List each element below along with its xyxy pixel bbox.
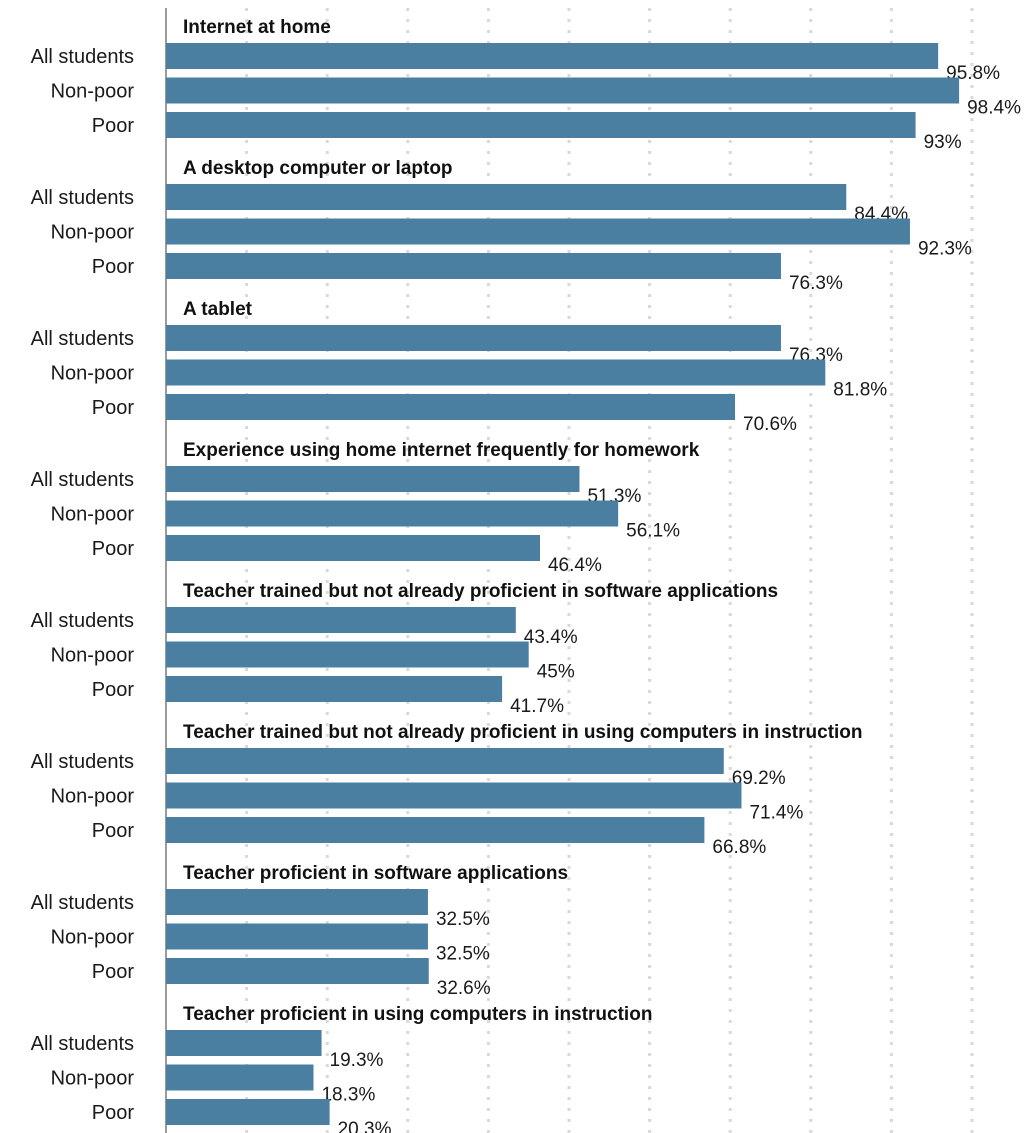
group-title: Internet at home — [183, 17, 331, 38]
value-label: 20.3% — [338, 1119, 392, 1133]
value-label: 18.3% — [321, 1085, 375, 1106]
value-label: 76.3% — [789, 273, 843, 294]
row-label: All students — [31, 892, 134, 914]
row-label: All students — [31, 469, 134, 491]
bar — [166, 218, 910, 245]
bar — [166, 923, 428, 950]
bar — [166, 535, 540, 561]
group-title: A tablet — [183, 299, 253, 320]
row-label: Poor — [92, 397, 135, 419]
value-label: 32.6% — [437, 978, 491, 999]
bar — [166, 782, 742, 809]
row-label: All students — [31, 187, 134, 209]
bar-group: Internet at home All students 95.8% Non-poo… — [31, 17, 1021, 153]
row-label: Non-poor — [51, 504, 135, 526]
bar — [166, 500, 619, 527]
row-label: Poor — [92, 961, 135, 983]
bar — [166, 641, 529, 668]
bar-groups: Internet at home All students 95.8% Non-poo… — [31, 17, 1021, 1133]
bar — [166, 253, 781, 279]
bar — [166, 43, 939, 69]
group-title: A desktop computer or laptop — [183, 158, 453, 179]
bar-group: Teacher proficient in using computers in… — [31, 1004, 653, 1133]
value-label: 32.5% — [436, 909, 490, 930]
value-label: 56.1% — [626, 521, 680, 542]
row-label: All students — [31, 328, 134, 350]
value-label: 69.2% — [732, 768, 786, 789]
row-label: Poor — [92, 256, 135, 278]
group-title: Experience using home internet frequentl… — [183, 440, 700, 461]
row-label: Non-poor — [51, 786, 135, 808]
bar — [166, 958, 429, 984]
bar — [166, 325, 781, 351]
group-title: Teacher proficient in using computers in… — [183, 1004, 652, 1025]
value-label: 45% — [537, 662, 575, 683]
bar — [166, 607, 516, 633]
bar-group: A desktop computer or laptop All students… — [31, 158, 972, 294]
row-label: Non-poor — [51, 1068, 135, 1090]
value-label: 41.7% — [510, 696, 564, 717]
bar — [166, 112, 916, 138]
value-label: 81.8% — [833, 380, 887, 401]
row-label: Non-poor — [51, 645, 135, 667]
row-label: Non-poor — [51, 363, 135, 385]
bar — [166, 889, 428, 915]
value-label: 92.3% — [918, 239, 972, 260]
bar — [166, 1064, 314, 1091]
row-label: All students — [31, 751, 134, 773]
value-label: 71.4% — [749, 803, 803, 824]
value-label: 32.5% — [436, 944, 490, 965]
bar — [166, 676, 503, 702]
row-label: Non-poor — [51, 222, 135, 244]
row-label: Non-poor — [51, 81, 135, 103]
value-label: 95.8% — [946, 63, 1000, 84]
row-label: All students — [31, 1033, 134, 1055]
bar — [166, 466, 580, 492]
bar — [166, 394, 736, 420]
bar — [166, 184, 847, 210]
group-title: Teacher proficient in software applicati… — [183, 863, 568, 884]
group-title: Teacher trained but not already proficie… — [183, 722, 863, 743]
bar — [166, 1030, 322, 1056]
row-label: Poor — [92, 115, 135, 137]
row-label: Poor — [92, 820, 135, 842]
value-label: 19.3% — [330, 1050, 384, 1071]
value-label: 98.4% — [967, 98, 1021, 119]
bar — [166, 1099, 330, 1125]
bar — [166, 817, 705, 843]
value-label: 43.4% — [524, 627, 578, 648]
bar-group: Teacher trained but not already proficie… — [31, 722, 863, 858]
row-label: Poor — [92, 679, 135, 701]
row-label: Poor — [92, 538, 135, 560]
bar — [166, 359, 826, 386]
row-label: Non-poor — [51, 927, 135, 949]
row-label: All students — [31, 610, 134, 632]
bar-group: Teacher trained but not already proficie… — [31, 581, 779, 717]
bar-group: Teacher proficient in software applicati… — [31, 863, 568, 999]
value-label: 46.4% — [548, 555, 602, 576]
bar — [166, 77, 960, 104]
value-label: 70.6% — [743, 414, 797, 435]
row-label: All students — [31, 46, 134, 68]
bar — [166, 748, 724, 774]
value-label: 66.8% — [712, 837, 766, 858]
row-label: Poor — [92, 1102, 135, 1124]
value-label: 93% — [924, 132, 962, 153]
group-title: Teacher trained but not already proficie… — [183, 581, 778, 602]
bar-group: Experience using home internet frequentl… — [31, 440, 700, 576]
